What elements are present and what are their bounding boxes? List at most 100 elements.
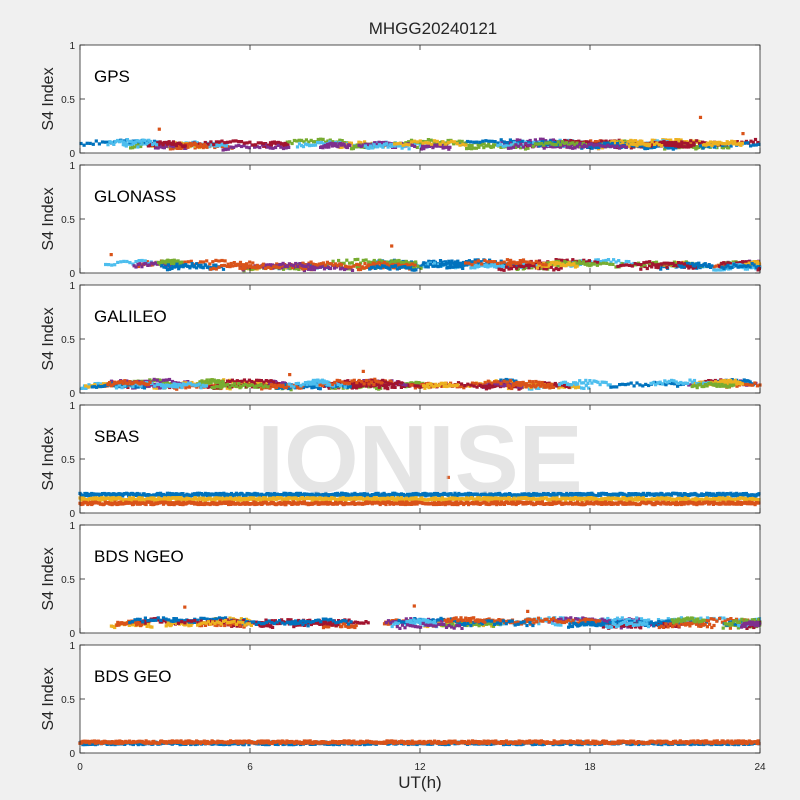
data-point [665,261,669,265]
data-point [638,139,642,143]
data-point [166,263,170,267]
data-point [155,386,159,390]
data-point [228,265,232,269]
data-point [474,381,478,386]
data-point [144,262,148,266]
data-point [145,260,149,264]
data-point [540,380,544,385]
data-point [382,260,386,265]
data-point [266,385,270,389]
data-point [469,147,474,151]
data-point [259,379,263,383]
data-point [221,383,225,387]
data-point [743,382,747,387]
data-point [159,491,163,495]
data-point [652,142,657,146]
data-point [567,383,572,387]
data-point [228,385,232,390]
data-point [594,146,598,150]
data-point [692,145,696,149]
data-point [281,267,286,271]
data-point [338,138,342,142]
data-point [730,384,734,388]
data-point [431,264,435,268]
data-point [444,142,448,146]
data-point [519,384,523,388]
data-point [136,264,140,269]
data-point [620,382,625,386]
data-point [170,379,175,384]
data-point [97,142,101,146]
data-point [745,382,749,387]
data-point [493,380,497,384]
data-point [666,146,670,150]
data-point [441,140,445,144]
data-point [452,142,456,146]
data-point [259,141,263,145]
data-point [175,146,179,150]
data-point [674,263,678,267]
data-point [235,384,239,388]
data-point [308,265,312,269]
data-point [560,385,564,389]
data-point [660,382,665,386]
data-point [592,262,596,266]
data-point [503,384,507,388]
data-point [323,140,328,144]
data-point [133,140,137,144]
data-point [194,262,199,266]
data-point [490,139,494,143]
data-point [450,259,454,263]
data-point [164,142,168,146]
data-point [376,383,380,387]
data-point [372,383,376,387]
data-point [494,143,498,147]
data-point [634,139,638,143]
data-point [85,141,89,145]
data-point [113,383,117,387]
data-point [633,143,637,147]
data-point [233,263,237,268]
data-point [731,142,735,146]
data-point [745,260,749,264]
data-point [409,383,413,387]
data-point [446,145,450,149]
data-point [332,263,336,267]
data-point [419,385,423,389]
data-point [693,264,697,268]
data-point [722,261,726,265]
data-point [383,380,387,384]
axes-background [80,165,760,273]
data-point [745,267,750,271]
data-point [214,258,218,262]
data-point [164,261,168,265]
data-point [393,144,397,148]
data-point [700,384,704,389]
data-point [171,147,175,151]
data-point [386,266,390,270]
data-point [487,142,491,146]
data-point [670,378,674,382]
data-point [202,260,206,264]
data-point [727,385,731,389]
data-point [554,258,558,262]
data-point [544,263,548,267]
data-point [379,381,383,385]
data-point [142,386,147,390]
data-point [541,137,545,141]
data-point [731,260,735,264]
data-point [300,263,304,267]
data-point [225,386,229,390]
data-point [355,265,359,269]
data-point [348,385,352,389]
data-point [92,385,96,389]
data-point [645,266,649,271]
data-point [236,263,240,267]
data-point [373,141,377,145]
data-point [299,386,303,390]
data-point [269,266,273,271]
data-point [674,142,678,146]
panel-label: GLONASS [94,187,176,206]
data-point [339,383,343,388]
data-point [572,262,576,266]
